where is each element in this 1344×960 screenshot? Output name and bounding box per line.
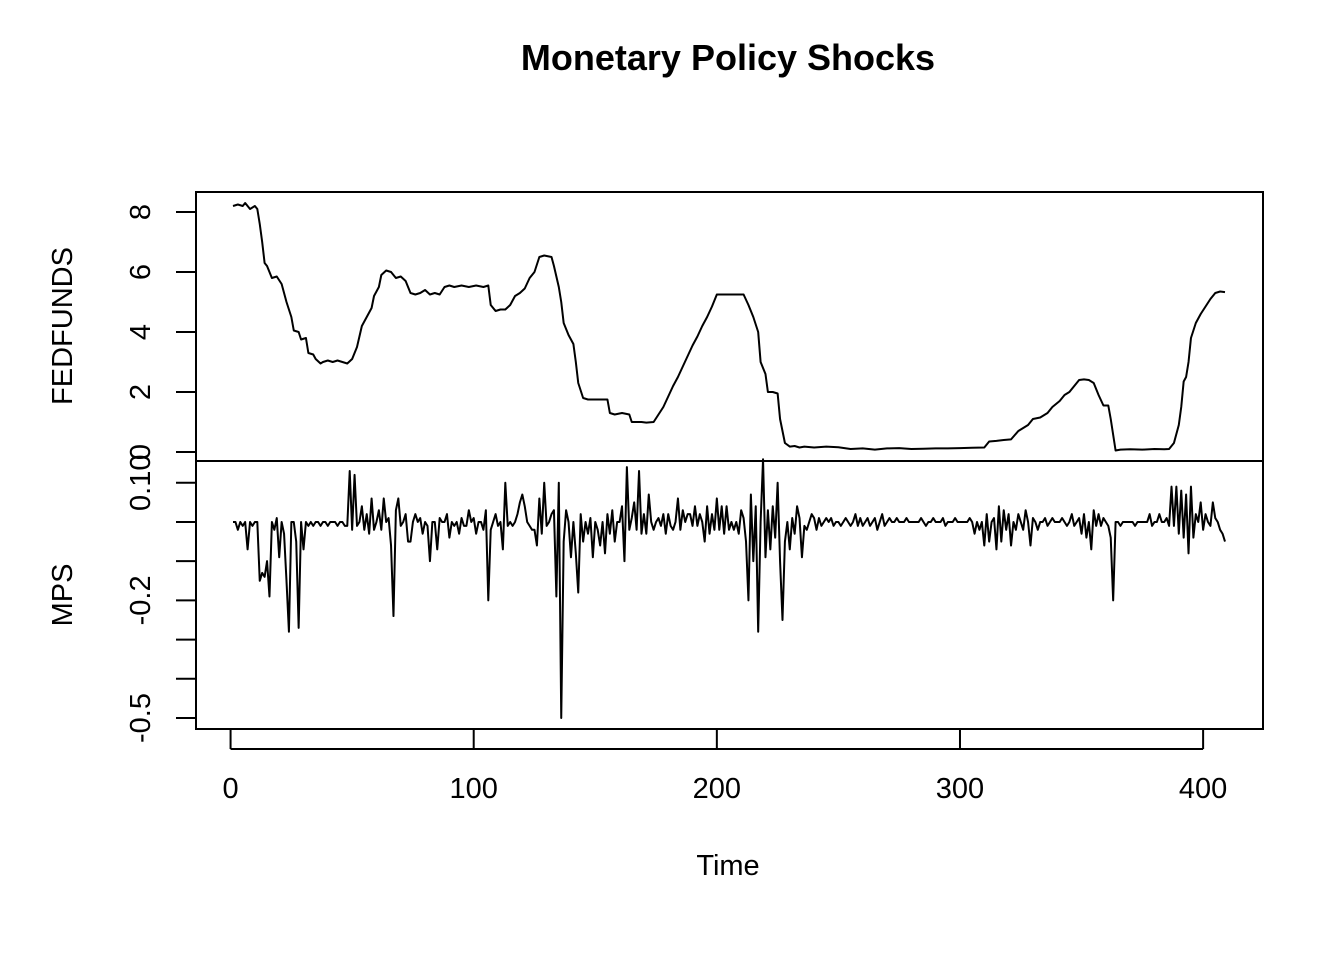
mps-axis-label: MPS	[47, 564, 79, 627]
x-tick-label: 400	[1179, 773, 1227, 805]
mps-series-line	[233, 458, 1226, 719]
top-panel-frame	[195, 191, 1264, 462]
fedfunds-axis-label: FEDFUNDS	[47, 247, 79, 405]
x-tick-label: 200	[693, 773, 741, 805]
y-tick-label: 0	[125, 444, 157, 460]
fedfunds-panel: 0 2 4 6 8	[125, 202, 1226, 460]
x-tick-label: 300	[936, 773, 984, 805]
y-tick-label: 6	[125, 264, 157, 280]
y-tick-label: 4	[125, 324, 157, 340]
y-tick-label: 0.10	[125, 455, 157, 511]
y-tick-label: -0.5	[125, 693, 157, 743]
y-tick-label: 8	[125, 204, 157, 220]
x-axis-label: Time	[696, 850, 759, 882]
chart-title: Monetary Policy Shocks	[521, 37, 935, 78]
bottom-panel-frame	[195, 460, 1264, 730]
y-tick-label: -0.2	[125, 575, 157, 625]
x-tick-label: 100	[450, 773, 498, 805]
y-tick-label: 2	[125, 384, 157, 400]
x-axis: 0 100 200 300 400	[222, 729, 1227, 805]
mps-panel: -0.5 -0.2 0.10	[125, 455, 1226, 743]
x-tick-label: 0	[222, 773, 238, 805]
fedfunds-series-line	[232, 202, 1226, 452]
